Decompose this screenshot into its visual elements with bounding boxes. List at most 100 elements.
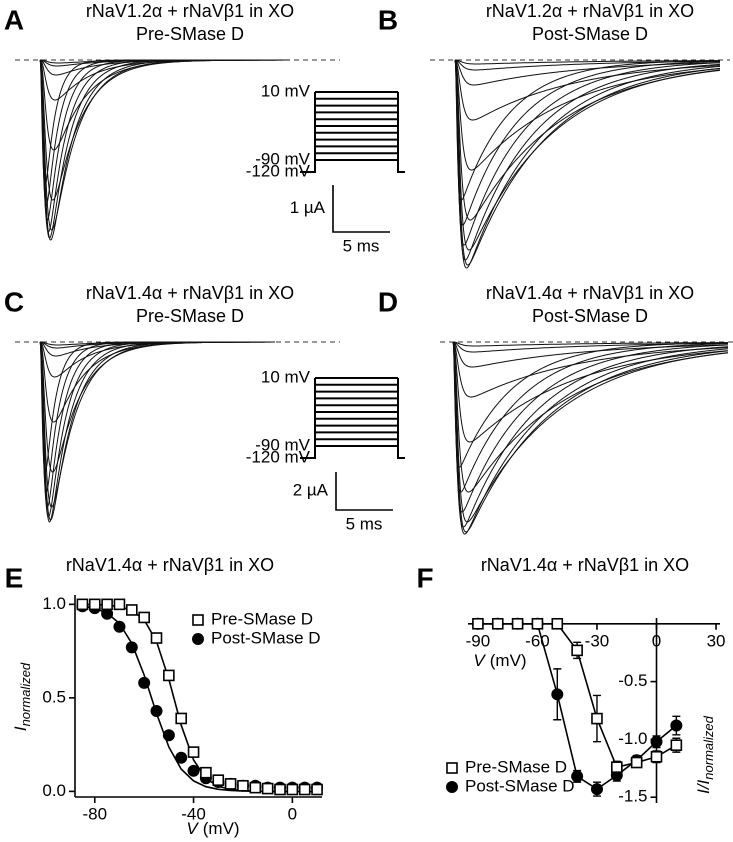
x-tick-label: -90 [466,631,491,650]
x-tick-label: 0 [288,804,297,823]
current-trace [454,59,720,269]
marker-square [224,778,237,790]
marker-square [630,756,643,769]
marker-square [670,739,683,751]
chart-title: rNaV1.4α + rNaVβ1 in XO [481,555,689,575]
scale-label-current: 2 µA [293,480,329,499]
scale-bar [332,185,390,233]
protocol-label: -120 mV [246,447,311,466]
legend-label: Pre-SMase D [465,757,567,776]
y-tick-label: -1.5 [618,787,647,806]
panel-title: rNaV1.2α + rNaVβ1 in XO [486,1,694,21]
marker-square [88,598,101,611]
panel-letter: F [416,562,433,593]
marker-square [274,783,286,796]
panel-subtitle: Pre-SMase D [136,306,244,326]
current-trace [452,341,728,493]
protocol-label: -90 mV [255,149,310,168]
current-trace [452,341,728,468]
current-trace [39,59,290,206]
current-trace [452,341,728,443]
panel-subtitle: Post-SMase D [532,24,648,44]
panel-letter: A [4,4,24,35]
current-trace [454,59,720,266]
current-trace [452,341,728,493]
marker-square [101,598,113,611]
voltage-protocol [300,377,405,459]
x-tick-label: -40 [181,804,206,823]
current-trace [453,341,728,347]
marker-square [237,779,249,792]
legend-label: Post-SMase D [211,628,321,647]
legend-label: Pre-SMase D [211,609,313,628]
marker-square [200,766,212,779]
current-trace [39,341,275,473]
panel-title: rNaV1.4α + rNaVβ1 in XO [486,283,694,303]
current-trace [452,341,728,535]
marker-square [150,632,163,644]
x-label-symbol: V [473,651,486,670]
current-trace [454,59,720,201]
current-trace [452,341,728,533]
current-trace [39,341,275,508]
current-trace [39,59,290,239]
x-axis-label: V (mV) [186,819,239,838]
panel-title: rNaV1.2α + rNaVβ1 in XO [86,1,294,21]
marker-square [472,617,484,630]
marker-circle [150,704,163,717]
marker-square [650,750,663,763]
marker-circle [113,620,126,633]
y-tick-label: -1.0 [618,729,647,748]
current-trace [39,59,290,241]
y-label-subscript: normalized [701,715,716,779]
current-trace [39,341,275,473]
marker-square [175,712,188,725]
current-trace [452,341,729,523]
x-tick-label: -30 [585,631,610,650]
marker-circle [187,764,200,777]
y-axis-label: I/Inormalized [694,715,716,794]
marker-circle [551,688,564,701]
current-trace [452,341,729,528]
current-trace [39,341,275,523]
x-tick-label: -60 [525,631,550,650]
current-trace [39,341,275,521]
marker-circle [571,770,584,783]
current-trace [39,59,290,221]
marker-square [126,604,138,616]
protocol-label: 10 mV [261,81,311,100]
protocol-label: -120 mV [246,161,311,180]
marker-square [531,617,544,630]
marker-circle [650,735,663,748]
panel-title: rNaV1.4α + rNaVβ1 in XO [86,283,294,303]
current-trace [39,341,275,508]
marker-square [261,782,274,795]
marker-square [571,644,583,657]
panel-letter: C [4,286,24,317]
panel-letter: E [5,562,24,593]
x-axis-label: V (mV) [473,651,526,670]
marker-circle [162,729,175,742]
x-label-symbol: V [186,819,199,838]
x-label-unit: (mV) [203,819,240,838]
y-label-subscript: normalized [18,662,33,726]
marker-square [249,781,262,794]
panel-letter: B [378,4,398,35]
current-trace [453,341,728,368]
legend-marker [446,781,458,793]
y-tick-label: -0.5 [618,671,647,690]
scale-label-current: 1 µA [290,198,326,217]
y-label-symbol: I/I [694,779,713,793]
marker-square [491,617,504,630]
marker-circle [101,607,114,620]
y-label-symbol: I [11,726,30,731]
marker-square [76,598,89,611]
marker-square [187,746,200,758]
current-trace [454,59,720,261]
marker-square [591,712,603,725]
marker-square [611,761,623,773]
scale-label-time: 5 ms [343,236,380,255]
marker-square [551,617,564,630]
